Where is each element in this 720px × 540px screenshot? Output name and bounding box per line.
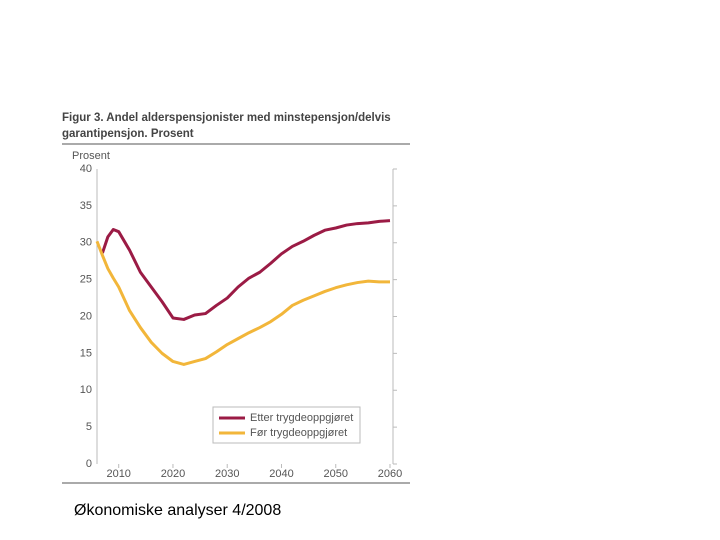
caption: Økonomiske analyser 4/2008 [74,502,282,519]
x-tick-label: 2060 [378,468,402,480]
y-tick-label: 0 [86,458,92,470]
x-tick-label: 2050 [323,468,347,480]
chart: Prosent 0 5 10 15 20 25 30 35 40 2010 2020 2030 2040… [62,143,410,484]
x-tick-label: 2040 [269,468,293,480]
y-axis-label: Prosent [72,150,110,162]
x-tick-label: 2030 [215,468,239,480]
series-line [101,219,391,321]
legend-box [212,406,361,444]
y-tick-label: 20 [80,310,92,322]
y-tick-label: 40 [80,163,92,175]
chart-title: Figur 3. Andel alderspensjonister med mi… [62,112,391,140]
y-tick-label: 25 [80,274,92,286]
y-tick-label: 30 [80,237,92,249]
legend-label: Etter trygdeoppgjøret [250,412,353,424]
y-tick-label: 15 [80,347,92,359]
y-tick-label: 10 [80,384,92,396]
series-line [95,240,390,366]
legend-label: Før trygdeoppgjøret [250,427,347,439]
y-tick-label: 5 [86,421,92,433]
x-tick-label: 2010 [106,468,130,480]
y-tick-label: 35 [80,200,92,212]
x-tick-label: 2020 [161,468,185,480]
